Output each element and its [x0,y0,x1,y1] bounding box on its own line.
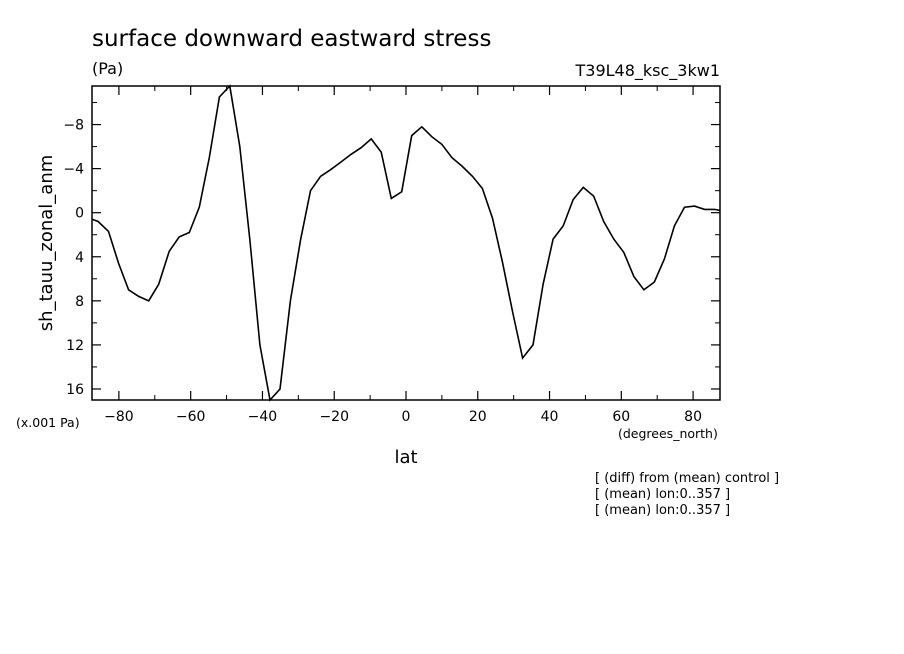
annotation-line: [ (mean) lon:0..357 ] [595,487,730,502]
y-tick-label: 0 [75,206,84,222]
x-tick-label: 20 [469,409,487,425]
annotation-line: [ (diff) from (mean) control ] [595,471,779,486]
annotation-line: [ (mean) lon:0..357 ] [595,503,730,518]
minor-ticks [92,86,720,400]
plot-frame [91,85,721,401]
y-scale-note: (x.001 Pa) [16,415,80,430]
y-tick-label: 16 [66,382,84,398]
x-tick-label: 60 [612,409,630,425]
y-tick-label: 4 [75,250,84,266]
y-axis: −8 −4 0 4 8 12 16 [63,118,720,398]
x-tick-label: 40 [541,409,559,425]
y-tick-label: −8 [63,118,84,134]
x-tick-label: −40 [248,409,278,425]
x-tick-label: −20 [319,409,349,425]
x-units-label: (degrees_north) [618,426,718,441]
y-tick-label: 12 [66,338,84,354]
run-label: T39L48_ksc_3kw1 [574,61,720,81]
x-axis-label: lat [394,447,417,468]
y-tick-label: 8 [75,294,84,310]
x-tick-label: −60 [176,409,206,425]
y-axis-label: sh_tauu_zonal_anm [36,155,57,332]
units-label: (Pa) [92,59,123,78]
y-tick-label: −4 [63,162,84,178]
series-line [91,84,721,402]
x-tick-label: 0 [402,409,411,425]
x-tick-label: 80 [684,409,702,425]
x-tick-label: −80 [104,409,134,425]
chart-title: surface downward eastward stress [92,26,491,52]
x-axis: −80 −60 −40 −20 0 20 40 60 80 [104,86,702,425]
